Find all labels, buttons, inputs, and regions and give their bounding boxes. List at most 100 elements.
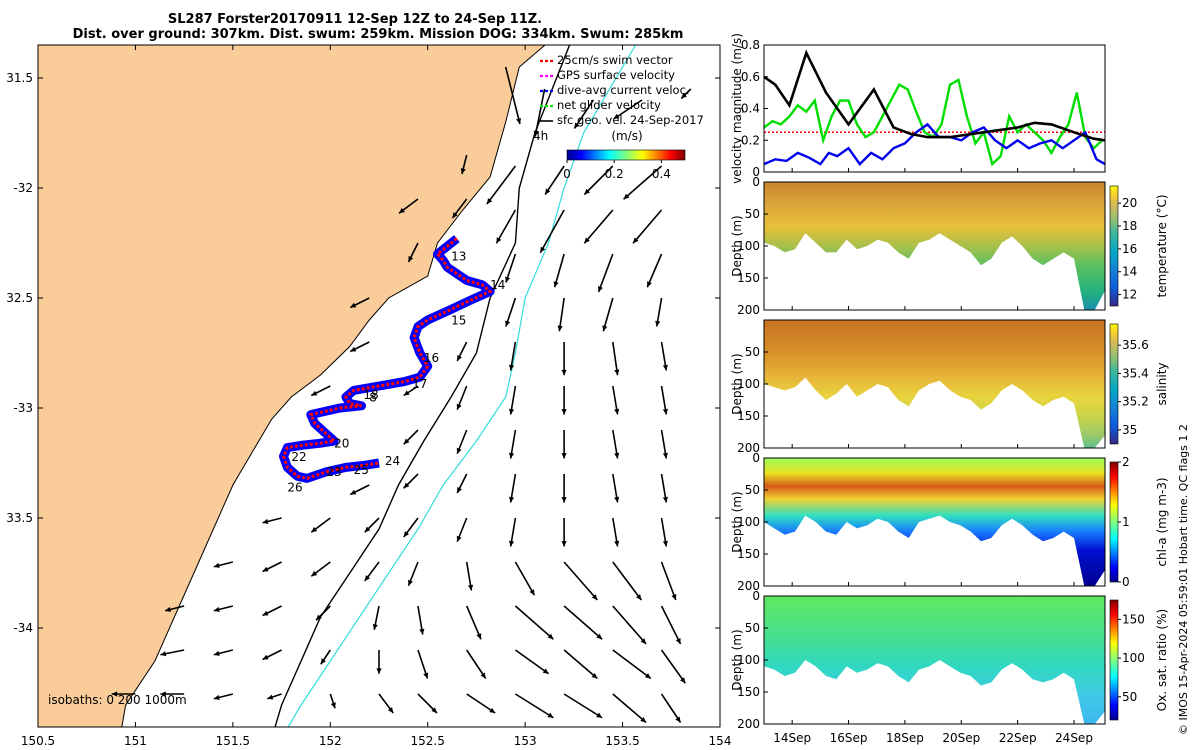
- velocity-arrow: [646, 253, 663, 288]
- section-colorbar: [1109, 461, 1119, 583]
- legend-label: GPS surface velocity: [557, 68, 675, 82]
- section-y-tick: 100: [737, 515, 760, 529]
- section-field: [764, 182, 1105, 310]
- section-cbar-tick: 100: [1122, 651, 1145, 665]
- velocity-arrow: [612, 385, 620, 415]
- isobath-1000m: [287, 45, 637, 727]
- velocity-arrow: [612, 517, 620, 547]
- time-tick-label: 20Sep: [942, 731, 980, 745]
- velocity-arrow: [660, 385, 668, 415]
- day-label: 23: [326, 465, 341, 479]
- velocity-arrow: [561, 386, 567, 415]
- velocity-arrow: [111, 691, 136, 697]
- velocity-arrow: [660, 429, 668, 459]
- velocity-arrow: [533, 88, 546, 137]
- section-cbar-tick: 150: [1122, 612, 1145, 626]
- day-label: 14: [490, 278, 505, 292]
- section-cbar-tick: 12: [1122, 288, 1137, 302]
- velocity-arrow: [612, 649, 652, 680]
- velocity-arrow: [372, 605, 380, 630]
- section-ylabel: Depth (m): [730, 353, 744, 414]
- section-field: [764, 320, 1105, 448]
- section-field: [764, 458, 1105, 586]
- velocity-arrow: [612, 693, 647, 724]
- section-y-tick: 200: [737, 717, 760, 731]
- section-y-tick: 50: [745, 621, 760, 635]
- track-swim-line: [281, 237, 493, 480]
- lon-tick-label: 154: [709, 734, 732, 748]
- velocity-arrow: [262, 605, 282, 617]
- legend-label: dive-avg current veloc.: [557, 83, 690, 97]
- section-y-tick: 100: [737, 377, 760, 391]
- velocity-arrow: [403, 517, 419, 538]
- day-label: 13: [451, 250, 466, 264]
- velocity-arrow: [213, 605, 234, 612]
- velocity-arrow: [583, 165, 614, 196]
- velocity-series-line: [763, 122, 1106, 166]
- lon-tick-label: 151: [124, 734, 147, 748]
- section-y-tick: 50: [745, 483, 760, 497]
- lon-tick-label: 153.5: [605, 734, 639, 748]
- time-axis: 14Sep 16Sep 18Sep 20Sep 22Sep 24Sep: [773, 168, 1093, 745]
- velocity-arrow: [514, 649, 550, 675]
- lat-tick-label: -34: [13, 621, 33, 635]
- velocity-arrow: [495, 209, 517, 244]
- legend-label: sfc geo. vel. 24-Sep-2017: [557, 113, 704, 127]
- lat-tick-label: -32: [13, 181, 33, 195]
- velocity-arrow: [213, 693, 234, 700]
- velocity-arrow: [680, 88, 692, 100]
- velocity-arrow: [329, 693, 336, 709]
- section-y-tick: 50: [745, 345, 760, 359]
- velocity-arrow: [632, 209, 663, 244]
- land-mass: [38, 45, 546, 727]
- velocity-series-line: [763, 49, 1106, 142]
- section-cbar-tick: 35.2: [1122, 395, 1149, 409]
- velocity-arrow: [407, 561, 419, 587]
- day-label: 22: [291, 450, 306, 464]
- velocity-arrow: [508, 341, 517, 371]
- velocity-arrow: [417, 649, 429, 679]
- colorbar-unit-label: (m/s): [611, 129, 642, 143]
- velocity-arrow: [508, 429, 517, 459]
- velocity-arrow: [213, 649, 234, 656]
- day-labels: 13 14 15 16 17 188 20 22 24 25 23 26: [287, 250, 505, 495]
- section-cbar-tick: 0: [1122, 575, 1130, 589]
- velocity-arrow: [262, 649, 282, 661]
- velocity-arrow: [557, 297, 565, 332]
- time-tick-label: 24Sep: [1055, 731, 1093, 745]
- velocity-arrow: [376, 650, 382, 674]
- velocity-arrow: [262, 561, 282, 573]
- velocity-arrow: [612, 473, 620, 503]
- velocity-arrow: [403, 429, 419, 445]
- legend-item: net glider velocity: [540, 98, 661, 112]
- section-cbar-tick: 35.4: [1122, 366, 1149, 380]
- section-y-tick: 0: [752, 175, 760, 189]
- velocity-arrow: [407, 242, 419, 263]
- lon-tick-label: 152: [319, 734, 342, 748]
- velocity-plot-area: [764, 45, 1105, 172]
- velocity-arrow: [504, 66, 522, 125]
- velocity-y-tick: 0.2: [741, 133, 760, 147]
- section-y-tick: 0: [752, 589, 760, 603]
- velocity-arrow: [310, 385, 331, 397]
- velocity-arrow: [508, 517, 517, 547]
- section-cbar-tick: 50: [1122, 690, 1137, 704]
- day-label: 16: [424, 351, 439, 365]
- velocity-y-tick: 0.6: [741, 70, 760, 84]
- velocity-arrow: [597, 253, 614, 293]
- velocity-arrow: [349, 484, 370, 496]
- velocity-arrow: [364, 561, 380, 582]
- velocity-arrow: [660, 649, 686, 684]
- section-y-tick: 200: [737, 441, 760, 455]
- lat-tick-label: 31.5: [6, 71, 33, 85]
- section-y-tick: 50: [745, 207, 760, 221]
- velocity-arrow: [465, 605, 482, 640]
- time-tick-label: 22Sep: [999, 731, 1037, 745]
- legend-item: 25cm/s swim vector: [540, 53, 673, 67]
- velocity-arrow: [267, 693, 282, 700]
- section-chla: 0 50 100 150 200 Depth (m) 0 1 2 chl-a (mg m-3): [730, 451, 1169, 593]
- velocity-arrow: [508, 473, 517, 503]
- section-colorbar: [1109, 185, 1119, 307]
